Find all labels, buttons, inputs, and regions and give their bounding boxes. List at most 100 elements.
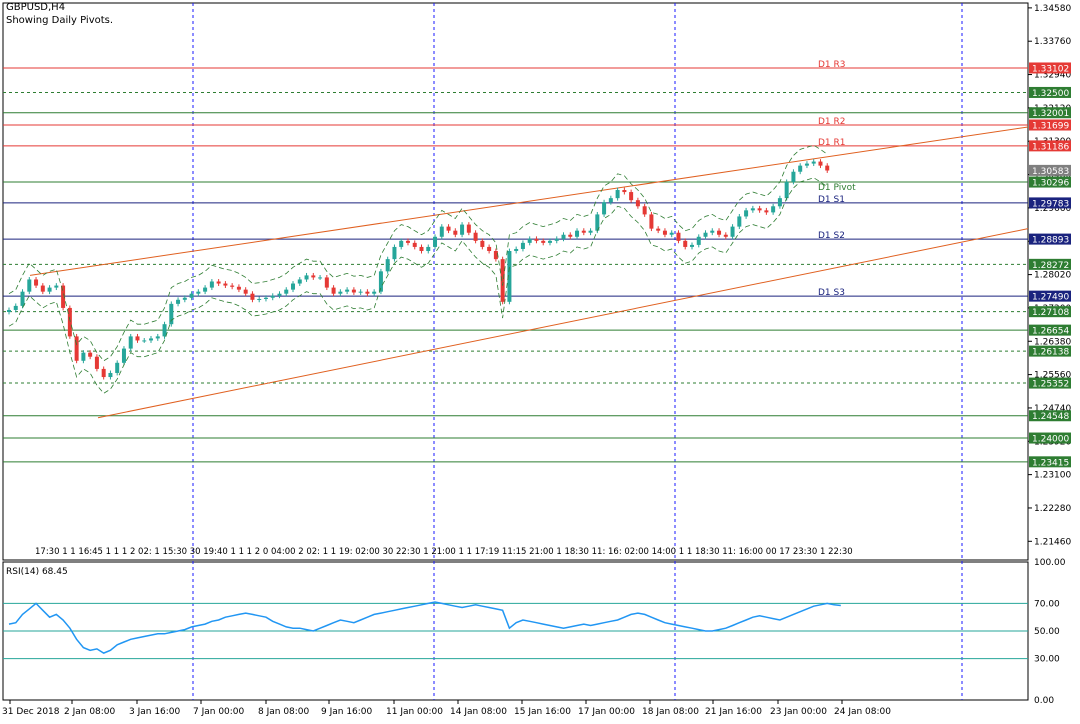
- pivot-note-label: Showing Daily Pivots.: [6, 15, 114, 26]
- candle-body: [405, 240, 410, 243]
- candle-body: [121, 348, 126, 363]
- candle-body: [723, 234, 728, 237]
- pivot-price-tag-bg: [1029, 119, 1071, 131]
- candle-body: [74, 336, 79, 361]
- current-price-tag: 1.30583: [1032, 167, 1069, 177]
- candle-body: [209, 281, 214, 288]
- rsi-title: RSI(14) 68.45: [6, 567, 68, 577]
- candle-body: [61, 285, 66, 308]
- candle-body: [351, 289, 356, 293]
- pivot-price-tag: 1.29783: [1032, 199, 1069, 209]
- pivot-price-tag-bg: [1029, 197, 1071, 209]
- candle-body: [480, 240, 485, 247]
- candle-body: [575, 230, 580, 237]
- candle-body: [798, 165, 803, 172]
- candle-body: [243, 289, 248, 294]
- envelope-upper: [8, 144, 828, 362]
- rsi-tick-label: 30.00: [1034, 655, 1060, 665]
- candle-body: [331, 287, 336, 294]
- candle-body: [433, 236, 438, 247]
- pivot-price-tag: 1.33102: [1032, 64, 1069, 74]
- candle-body: [453, 230, 458, 235]
- candle-body: [7, 309, 11, 312]
- price-tick-label: 1.24740: [1034, 404, 1071, 414]
- candle-body: [771, 206, 776, 213]
- candle-body: [34, 279, 39, 286]
- candle-body: [412, 242, 417, 247]
- candle-body: [561, 234, 566, 239]
- price-tick-label: 1.26380: [1034, 337, 1071, 347]
- pivot-price-tag-bg: [1029, 62, 1071, 74]
- level-price-tag-bg: [1029, 86, 1071, 98]
- rsi-line: [8, 601, 841, 654]
- candle-body: [115, 362, 120, 373]
- level-price-tag-bg: [1029, 258, 1071, 270]
- candle-body: [683, 240, 688, 247]
- price-tick-label: 1.21460: [1034, 537, 1071, 547]
- time-axis-label: 3 Jan 16:00: [129, 707, 181, 717]
- price-tick-label: 1.25560: [1034, 371, 1071, 381]
- candle-body: [399, 240, 404, 247]
- candle-body: [757, 208, 762, 211]
- rsi-tick-label: 70.00: [1034, 599, 1060, 609]
- price-tick-label: 1.28020: [1034, 271, 1071, 281]
- candle-body: [223, 283, 228, 286]
- candle-body: [649, 214, 654, 229]
- candle-body: [642, 206, 647, 215]
- candle-body: [318, 277, 323, 279]
- pivot-name-label: D1 S2: [818, 231, 845, 241]
- time-axis-label: 31 Dec 2018: [2, 707, 60, 717]
- candle-body: [777, 198, 782, 207]
- candle-body: [487, 246, 492, 252]
- chart-symbol-label: GBPUSD,H4: [6, 2, 66, 13]
- candle-body: [635, 200, 640, 207]
- pivot-price-tag: 1.31699: [1032, 122, 1069, 132]
- candle-body: [527, 238, 532, 243]
- candle-body: [717, 230, 722, 235]
- candle-body: [730, 226, 735, 237]
- level-price-tag: 1.32500: [1032, 89, 1069, 99]
- candle-body: [676, 232, 681, 241]
- level-price-tag-bg: [1029, 456, 1071, 468]
- candle-body: [750, 208, 755, 211]
- trendline-lower: [97, 228, 1029, 419]
- candle-body: [737, 216, 742, 227]
- candle-body: [297, 279, 302, 284]
- time-axis-label: 8 Jan 08:00: [258, 707, 310, 717]
- time-axis-label: 7 Jan 00:00: [193, 707, 245, 717]
- level-price-tag: 1.23415: [1032, 458, 1069, 468]
- candle-body: [439, 226, 444, 237]
- candle-body: [703, 232, 708, 237]
- pivot-price-tag-bg: [1029, 176, 1071, 188]
- pivot-name-label: D1 Pivot: [818, 183, 856, 193]
- candle-body: [392, 246, 397, 260]
- candle-body: [311, 275, 316, 278]
- candle-body: [142, 340, 147, 342]
- candle-body: [764, 210, 769, 213]
- time-axis-label: 14 Jan 08:00: [450, 707, 507, 717]
- candle-body: [662, 230, 667, 235]
- level-price-tag: 1.25352: [1032, 380, 1069, 390]
- current-price-tag-bg: [1029, 164, 1071, 176]
- candle-body: [27, 279, 32, 292]
- candle-body: [608, 198, 613, 203]
- candle-body: [250, 293, 255, 300]
- candle-body: [378, 271, 383, 292]
- candle-body: [534, 238, 539, 241]
- candle-body: [804, 163, 809, 166]
- time-axis-label: 18 Jan 08:00: [642, 707, 699, 717]
- candle-body: [155, 336, 160, 339]
- candle-body: [811, 161, 816, 164]
- candle-body: [466, 224, 471, 233]
- level-price-tag: 1.32001: [1032, 109, 1069, 119]
- level-price-tag: 1.26138: [1032, 348, 1069, 358]
- candle-body: [108, 372, 113, 378]
- candle-body: [345, 289, 350, 292]
- level-price-tag: 1.24548: [1032, 412, 1069, 422]
- price-panel-frame: [2, 2, 1029, 561]
- candle-body: [40, 285, 45, 292]
- candle-body: [88, 352, 93, 357]
- candle-body: [520, 242, 525, 249]
- candle-body: [284, 289, 289, 294]
